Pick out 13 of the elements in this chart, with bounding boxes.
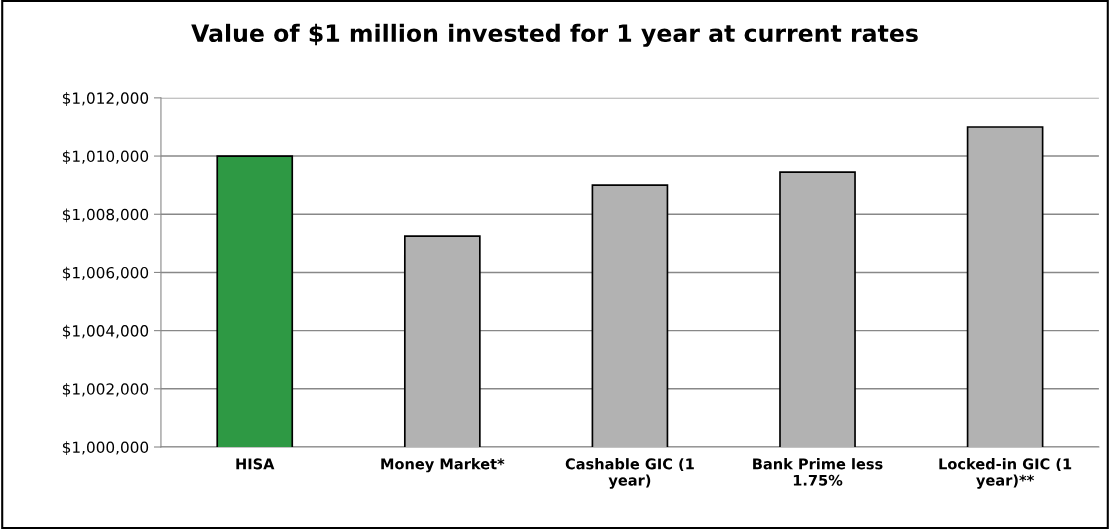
y-tick-label: $1,004,000 (62, 324, 149, 339)
y-tick-label: $1,010,000 (62, 150, 149, 165)
x-tick-label: Money Market* (381, 458, 505, 473)
y-tick-label: $1,006,000 (62, 266, 149, 281)
x-tick-label: Bank Prime less 1.75% (753, 458, 883, 486)
x-tick-label: Cashable GIC (1 year) (565, 458, 694, 489)
y-tick-label: $1,002,000 (62, 383, 149, 397)
y-tick-label: $1,008,000 (62, 208, 149, 223)
y-tick-label: $1,012,000 (62, 92, 149, 106)
y-tick-label: $1,000,000 (62, 441, 149, 456)
x-tick-label: HISA (236, 458, 275, 470)
x-tick-label: Locked-in GIC (1 year)** (939, 458, 1072, 489)
chart-title: Value of $1 million invested for 1 year at current rates (191, 23, 918, 47)
